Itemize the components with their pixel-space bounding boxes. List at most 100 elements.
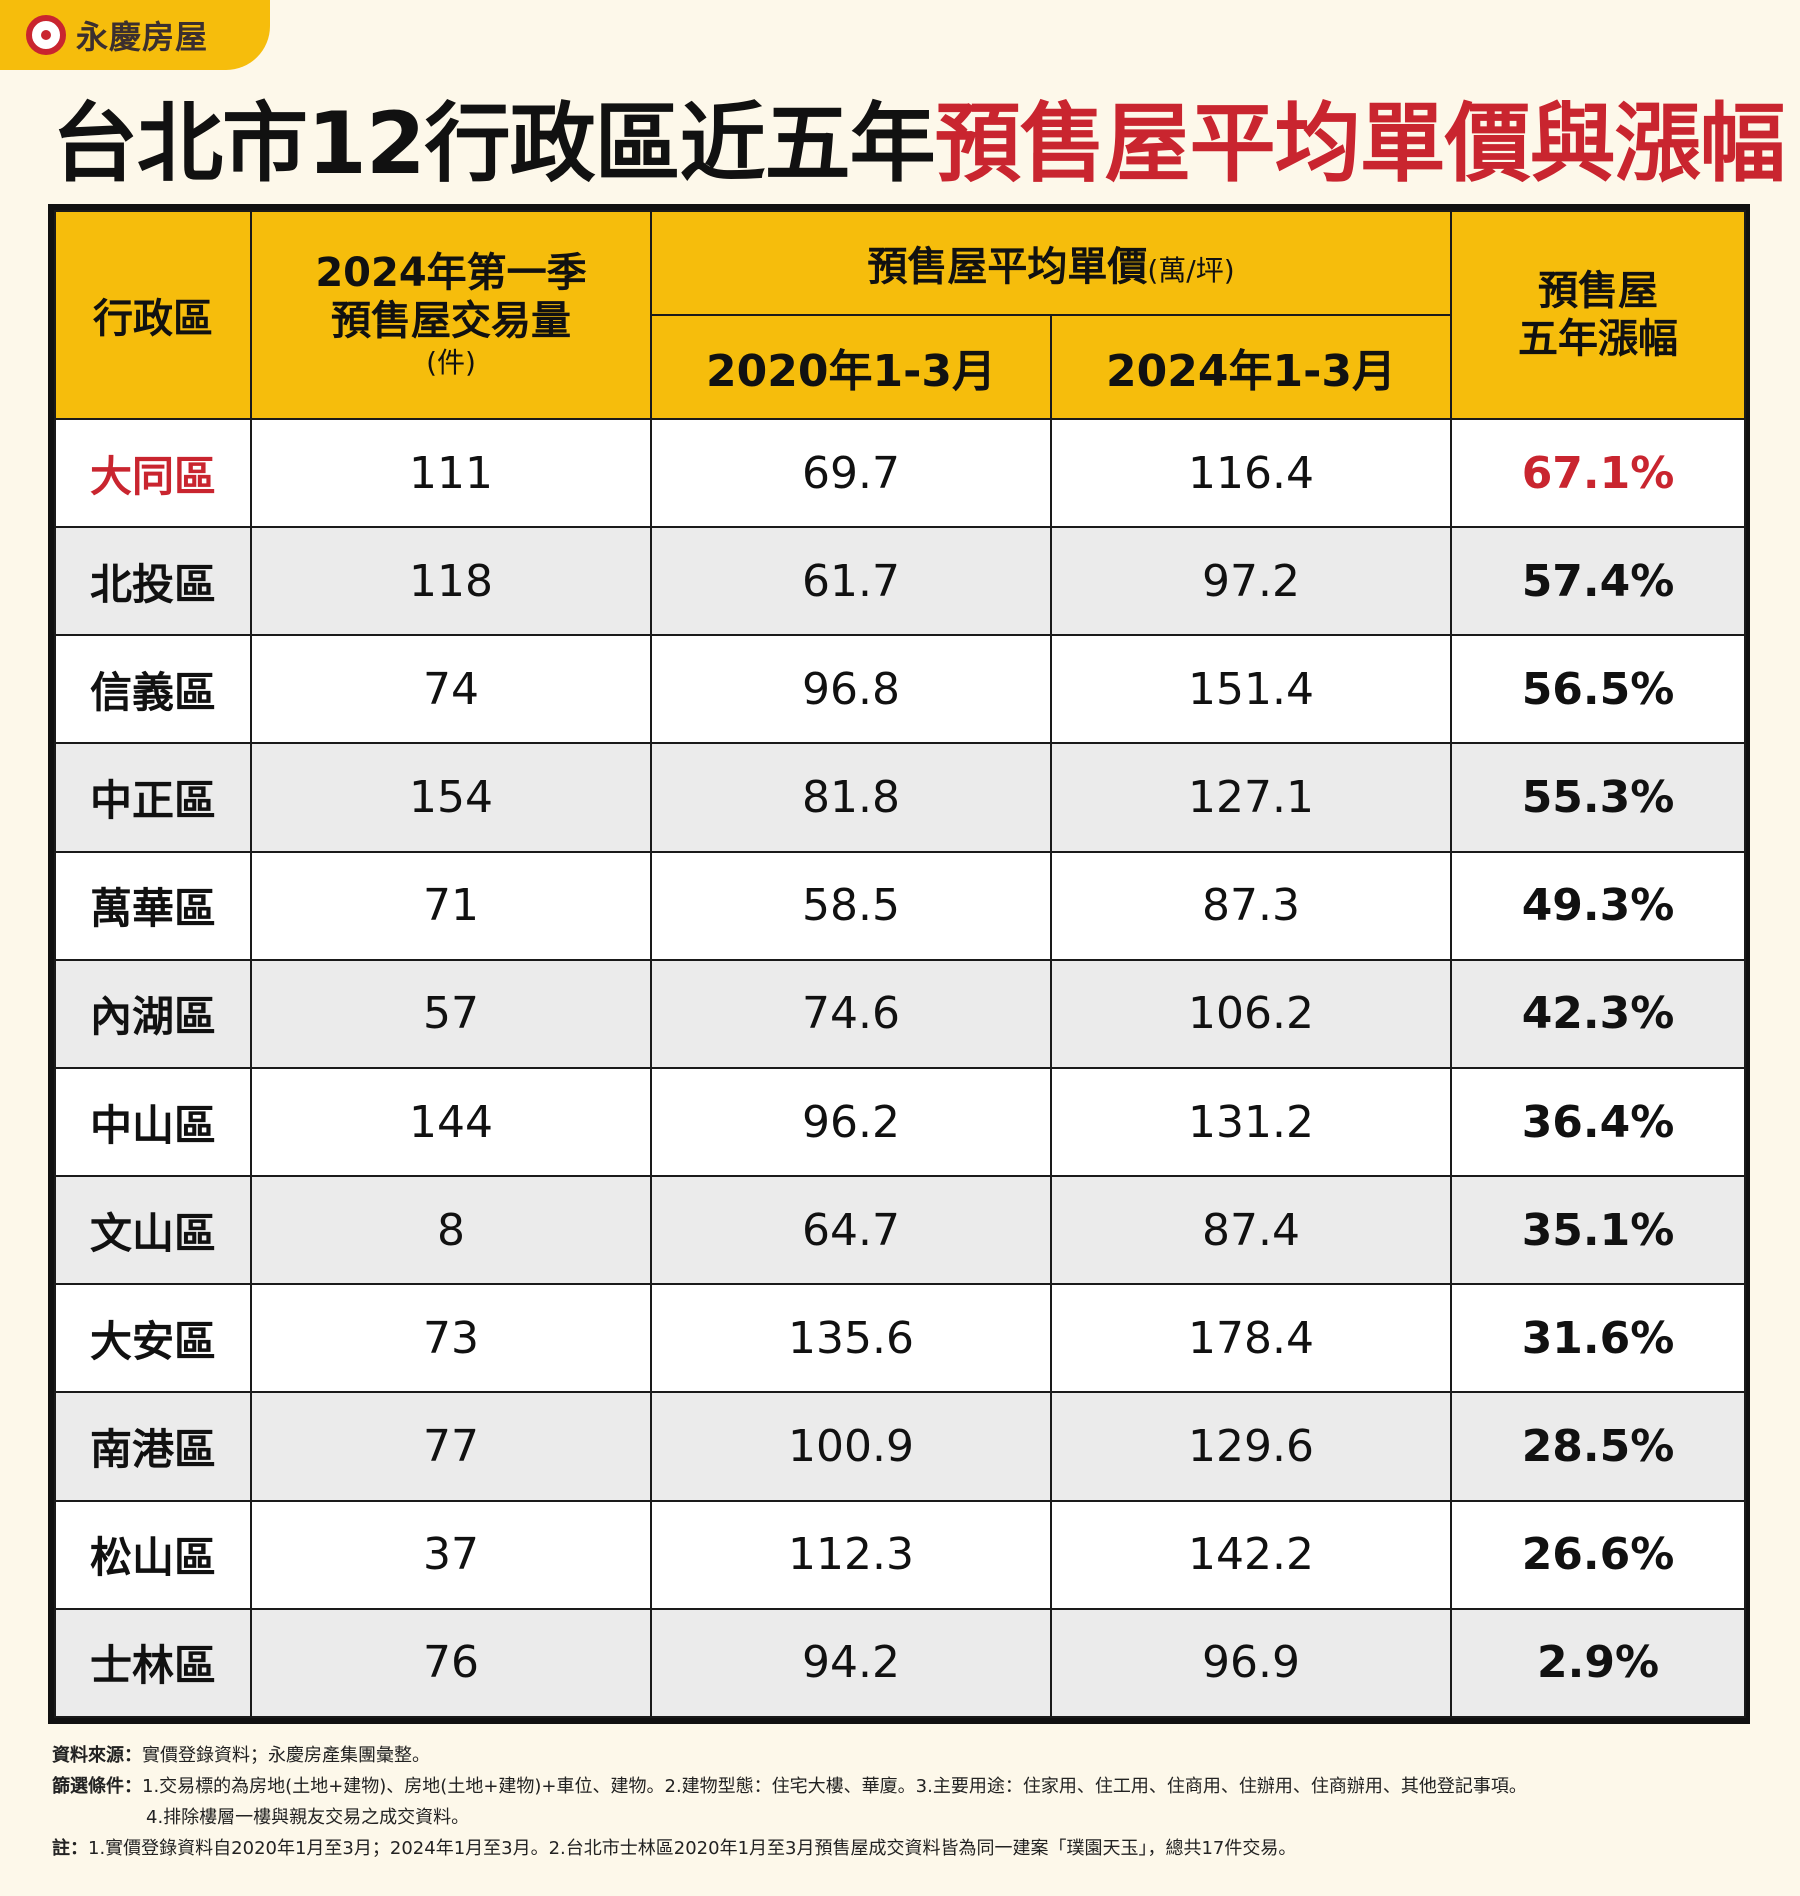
price-2020-cell: 58.5 bbox=[650, 850, 1052, 961]
table-row: 中山區 144 96.2 131.2 36.4% bbox=[54, 1066, 1747, 1178]
district-cell: 大安區 bbox=[54, 1283, 252, 1394]
note-source: 資料來源：實價登錄資料；永慶房產集團彙整。 bbox=[52, 1740, 1752, 1771]
table-row: 內湖區 57 74.6 106.2 42.3% bbox=[54, 958, 1747, 1069]
change-cell: 56.5% bbox=[1450, 634, 1747, 745]
data-table-frame: 行政區 2024年第一季 預售屋交易量 (件) 預售屋平均單價(萬/坪) 預售屋… bbox=[48, 204, 1750, 1724]
table-row: 萬華區 71 58.5 87.3 49.3% bbox=[54, 850, 1747, 961]
volume-cell: 111 bbox=[250, 417, 652, 529]
change-cell: 57.4% bbox=[1450, 526, 1747, 637]
table-row: 士林區 76 94.2 96.9 2.9% bbox=[54, 1607, 1747, 1719]
change-cell: 36.4% bbox=[1450, 1066, 1747, 1178]
table-row: 信義區 74 96.8 151.4 56.5% bbox=[54, 634, 1747, 745]
district-cell: 北投區 bbox=[54, 526, 252, 637]
price-2024-cell: 87.4 bbox=[1049, 1175, 1453, 1286]
volume-cell: 77 bbox=[250, 1391, 652, 1502]
price-2020-cell: 74.6 bbox=[650, 958, 1052, 1069]
price-2024-cell: 97.2 bbox=[1049, 526, 1453, 637]
price-2024-cell: 87.3 bbox=[1049, 850, 1453, 961]
district-cell: 萬華區 bbox=[54, 850, 252, 961]
note-remark: 註：1.實價登錄資料自2020年1月至3月；2024年1月至3月。2.台北市士林… bbox=[52, 1833, 1752, 1864]
district-cell: 大同區 bbox=[54, 417, 252, 529]
note-filter-label: 篩選條件： bbox=[52, 1776, 142, 1797]
price-2024-cell: 96.9 bbox=[1049, 1607, 1453, 1719]
note-filter: 篩選條件：1.交易標的為房地(土地+建物)、房地(土地+建物)+車位、建物。2.… bbox=[52, 1771, 1752, 1802]
volume-cell: 8 bbox=[250, 1175, 652, 1286]
table-row: 松山區 37 112.3 142.2 26.6% bbox=[54, 1499, 1747, 1610]
table-body: 大同區 111 69.7 116.4 67.1% 北投區 118 61.7 97.2 57.4% 信… bbox=[54, 417, 1747, 1719]
data-table: 行政區 2024年第一季 預售屋交易量 (件) 預售屋平均單價(萬/坪) 預售屋… bbox=[54, 210, 1747, 1719]
chart-title: 台北市12行政區近五年預售屋平均單價與漲幅 bbox=[52, 94, 1786, 194]
change-cell: 28.5% bbox=[1450, 1391, 1747, 1502]
title-black-part: 台北市12行政區近五年 bbox=[52, 94, 936, 194]
price-2024-cell: 127.1 bbox=[1049, 742, 1453, 853]
note-remark-label: 註： bbox=[52, 1838, 88, 1859]
volume-cell: 37 bbox=[250, 1499, 652, 1610]
district-cell: 中正區 bbox=[54, 742, 252, 853]
table-row: 南港區 77 100.9 129.6 28.5% bbox=[54, 1391, 1747, 1502]
price-2024-cell: 116.4 bbox=[1049, 417, 1453, 529]
note-filter-text2: 4.排除樓層一樓與親友交易之成交資料。 bbox=[146, 1807, 470, 1828]
volume-cell: 57 bbox=[250, 958, 652, 1069]
title-red-part: 預售屋平均單價與漲幅 bbox=[934, 94, 1786, 194]
header-change-line2: 五年漲幅 bbox=[1518, 316, 1679, 362]
table-row: 大同區 111 69.7 116.4 67.1% bbox=[54, 417, 1747, 529]
header-district: 行政區 bbox=[54, 210, 252, 420]
volume-cell: 118 bbox=[250, 526, 652, 637]
change-cell: 31.6% bbox=[1450, 1283, 1747, 1394]
header-change: 預售屋 五年漲幅 bbox=[1450, 210, 1747, 420]
note-source-label: 資料來源： bbox=[52, 1745, 142, 1766]
price-2020-cell: 81.8 bbox=[650, 742, 1052, 853]
header-volume-line1: 2024年第一季 bbox=[315, 250, 587, 296]
district-cell: 信義區 bbox=[54, 634, 252, 745]
table-row: 文山區 8 64.7 87.4 35.1% bbox=[54, 1175, 1747, 1286]
volume-cell: 73 bbox=[250, 1283, 652, 1394]
price-2020-cell: 96.2 bbox=[650, 1066, 1052, 1178]
header-price-label: 預售屋平均單價 bbox=[867, 244, 1148, 290]
change-cell: 2.9% bbox=[1450, 1607, 1747, 1719]
price-2020-cell: 112.3 bbox=[650, 1499, 1052, 1610]
price-2020-cell: 94.2 bbox=[650, 1607, 1052, 1719]
change-cell: 26.6% bbox=[1450, 1499, 1747, 1610]
price-2024-cell: 131.2 bbox=[1049, 1066, 1453, 1178]
price-2020-cell: 64.7 bbox=[650, 1175, 1052, 1286]
brand-logo-icon bbox=[26, 15, 66, 55]
volume-cell: 154 bbox=[250, 742, 652, 853]
district-cell: 士林區 bbox=[54, 1607, 252, 1719]
table-row: 大安區 73 135.6 178.4 31.6% bbox=[54, 1283, 1747, 1394]
header-volume-unit: (件) bbox=[426, 346, 476, 379]
price-2024-cell: 142.2 bbox=[1049, 1499, 1453, 1610]
header-volume-line2: 預售屋交易量 bbox=[331, 298, 571, 344]
header-price-unit: (萬/坪) bbox=[1147, 254, 1235, 287]
header-year-2024: 2024年1-3月 bbox=[1049, 314, 1453, 420]
brand-tab: 永慶房屋 bbox=[0, 0, 270, 70]
price-2020-cell: 100.9 bbox=[650, 1391, 1052, 1502]
table-row: 北投區 118 61.7 97.2 57.4% bbox=[54, 526, 1747, 637]
district-cell: 內湖區 bbox=[54, 958, 252, 1069]
district-cell: 文山區 bbox=[54, 1175, 252, 1286]
notes-section: 資料來源：實價登錄資料；永慶房產集團彙整。 篩選條件：1.交易標的為房地(土地+… bbox=[52, 1740, 1752, 1864]
volume-cell: 144 bbox=[250, 1066, 652, 1178]
price-2020-cell: 61.7 bbox=[650, 526, 1052, 637]
price-2024-cell: 178.4 bbox=[1049, 1283, 1453, 1394]
price-2020-cell: 135.6 bbox=[650, 1283, 1052, 1394]
price-2024-cell: 129.6 bbox=[1049, 1391, 1453, 1502]
header-volume: 2024年第一季 預售屋交易量 (件) bbox=[250, 210, 652, 420]
district-cell: 松山區 bbox=[54, 1499, 252, 1610]
price-2020-cell: 96.8 bbox=[650, 634, 1052, 745]
price-2024-cell: 106.2 bbox=[1049, 958, 1453, 1069]
change-cell: 49.3% bbox=[1450, 850, 1747, 961]
brand-name: 永慶房屋 bbox=[76, 18, 209, 56]
volume-cell: 76 bbox=[250, 1607, 652, 1719]
volume-cell: 74 bbox=[250, 634, 652, 745]
note-source-text: 實價登錄資料；永慶房產集團彙整。 bbox=[142, 1745, 430, 1766]
district-cell: 南港區 bbox=[54, 1391, 252, 1502]
change-cell: 42.3% bbox=[1450, 958, 1747, 1069]
table-row: 中正區 154 81.8 127.1 55.3% bbox=[54, 742, 1747, 853]
note-filter-text1: 1.交易標的為房地(土地+建物)、房地(土地+建物)+車位、建物。2.建物型態：… bbox=[142, 1776, 1527, 1797]
header-price: 預售屋平均單價(萬/坪) bbox=[649, 210, 1453, 316]
volume-cell: 71 bbox=[250, 850, 652, 961]
change-cell: 35.1% bbox=[1450, 1175, 1747, 1286]
note-filter-cont: 4.排除樓層一樓與親友交易之成交資料。 bbox=[52, 1802, 1752, 1833]
header-year-2020: 2020年1-3月 bbox=[650, 314, 1052, 420]
change-cell: 55.3% bbox=[1450, 742, 1747, 853]
